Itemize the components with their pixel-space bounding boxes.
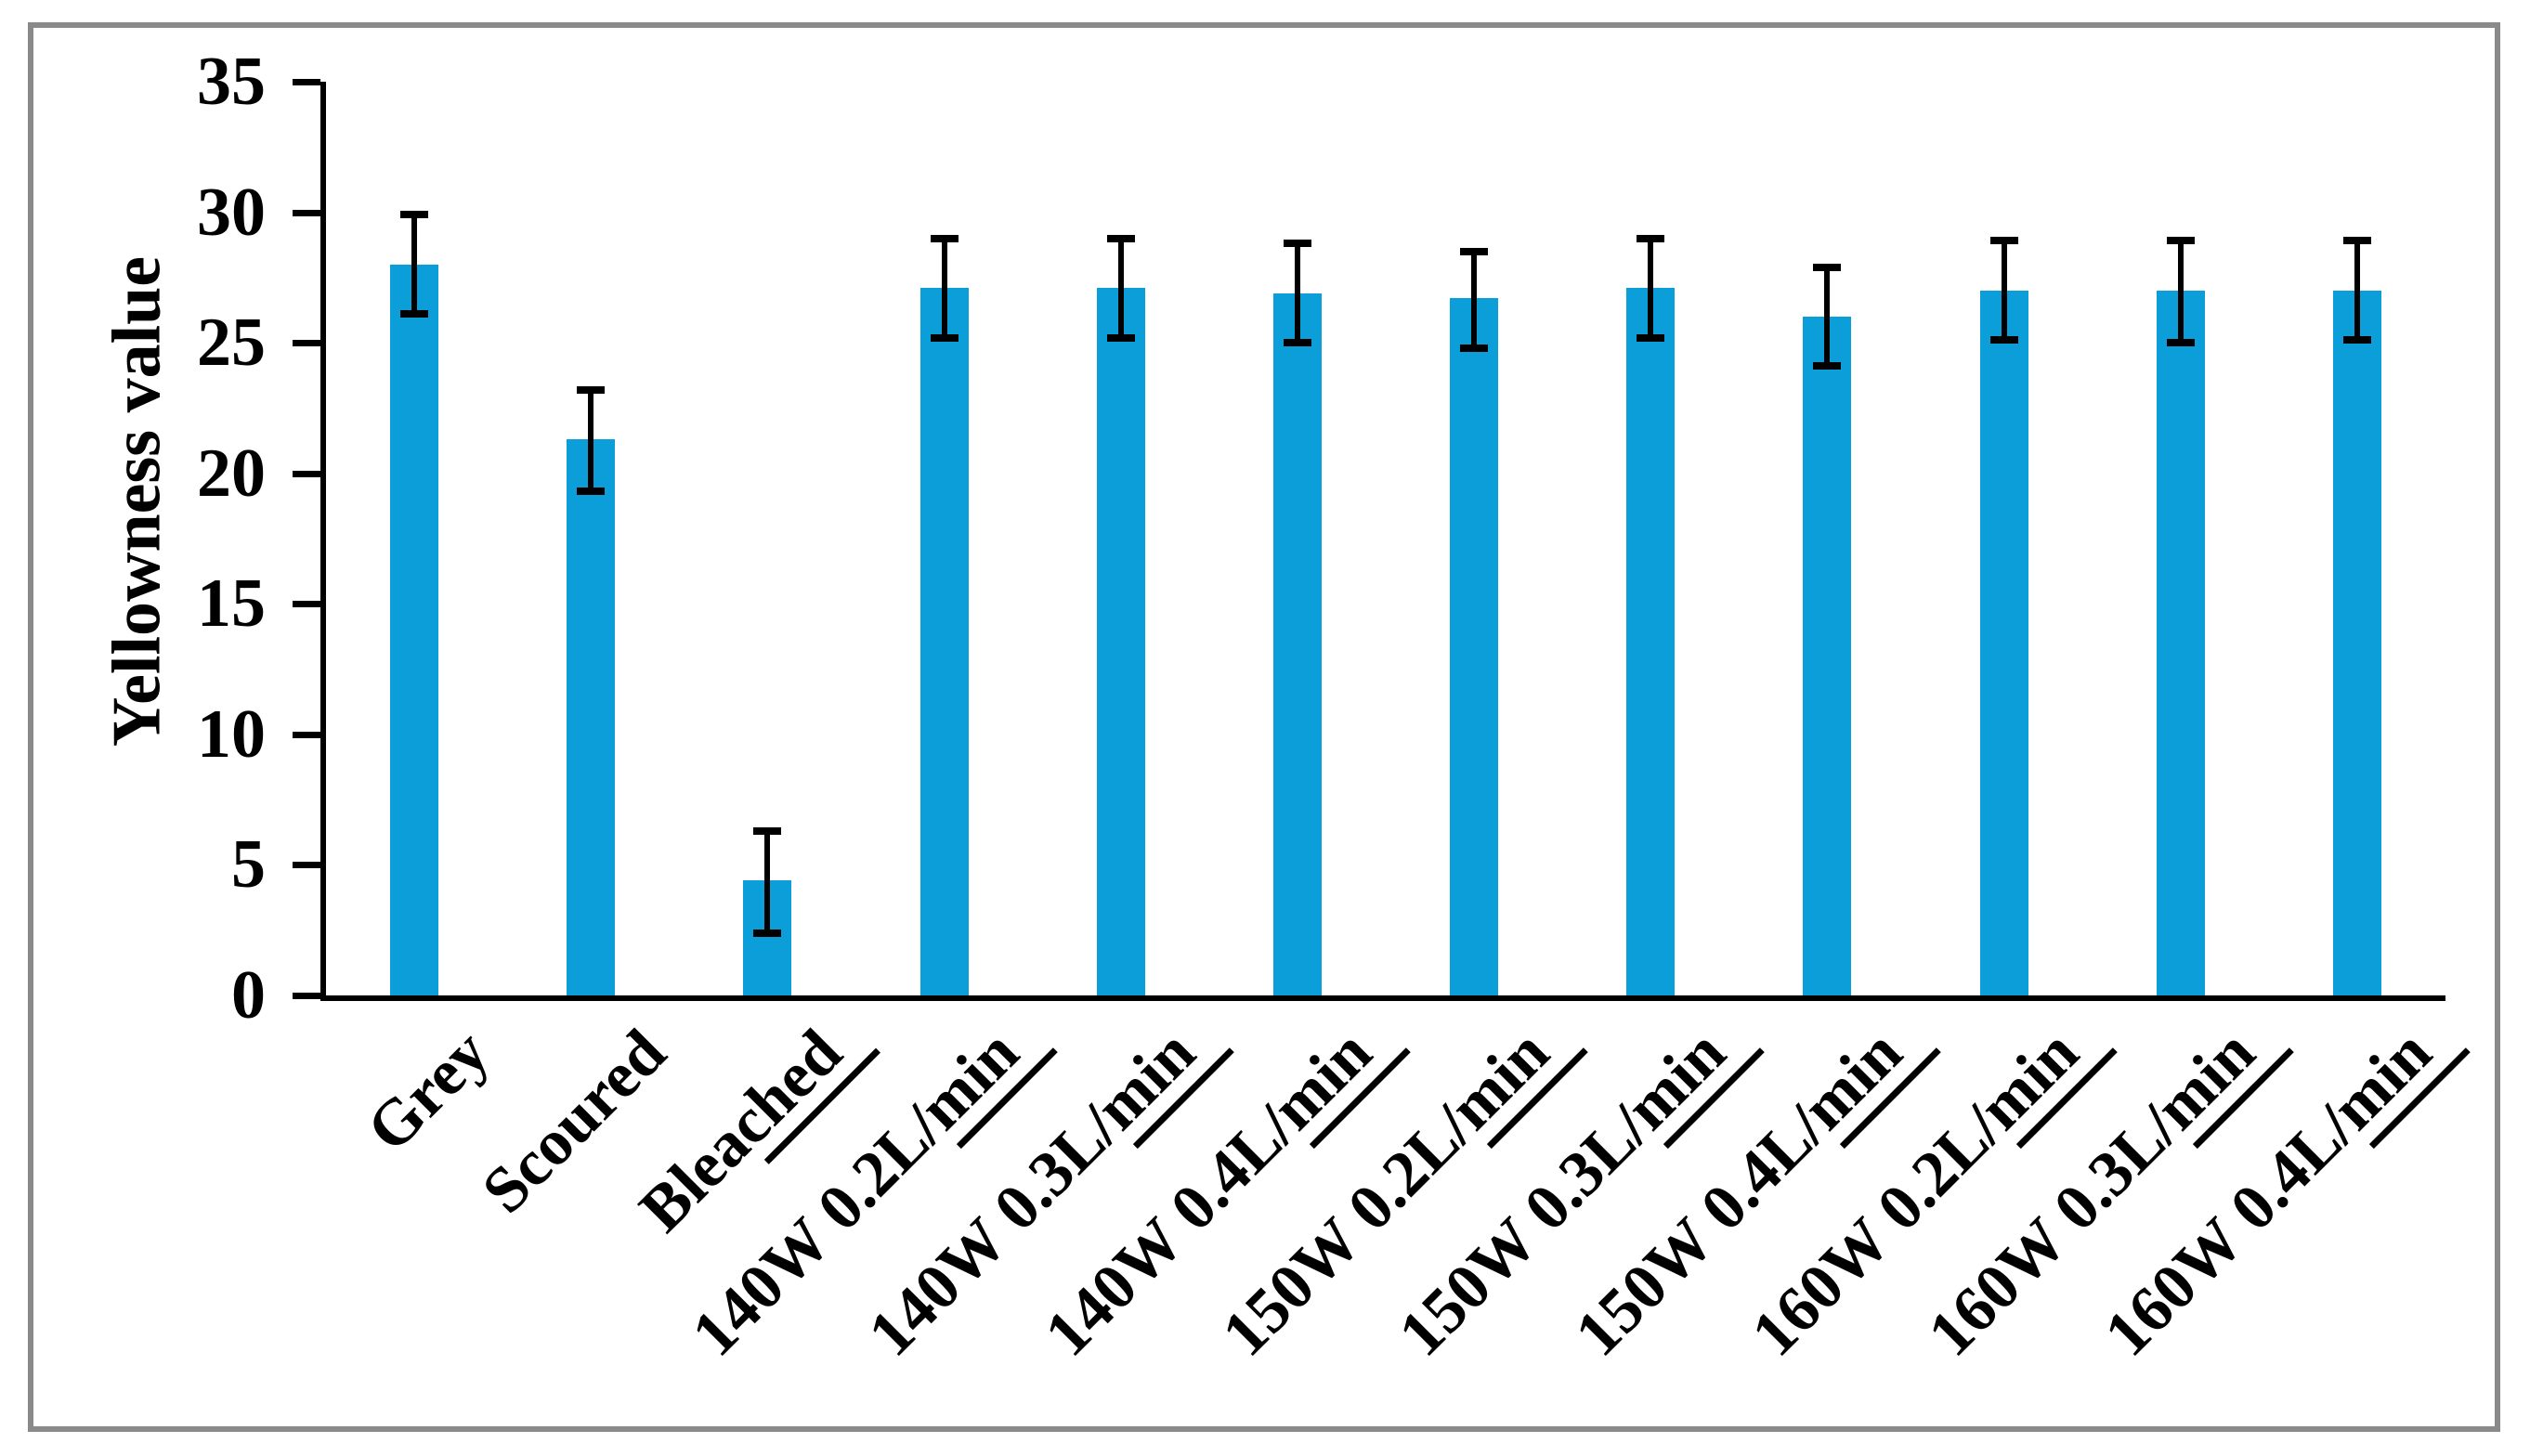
error-bar-cap (577, 385, 606, 394)
error-bar-stem (411, 214, 418, 315)
error-bar-cap (1283, 339, 1311, 347)
error-bar-cap (1460, 344, 1489, 352)
error-bar-stem (2354, 240, 2360, 341)
bar (1979, 290, 2028, 995)
error-bar-cap (753, 929, 782, 937)
error-bar-stem (1648, 238, 1654, 338)
error-bar-cap (1813, 362, 1842, 370)
y-axis-tick-label: 10 (197, 696, 266, 773)
bar (1450, 298, 1499, 995)
error-bar-cap (1989, 336, 2018, 344)
bar (1626, 288, 1676, 995)
bar (567, 439, 616, 995)
bar (1272, 292, 1322, 995)
error-bar-stem (941, 238, 947, 338)
error-bar-cap (753, 826, 782, 835)
plot-area: Grey Scoured Bleached 140W 0.2L/min 140W 0.3… (293, 79, 2471, 1370)
y-axis-tick (293, 209, 320, 216)
error-bar-cap (930, 234, 959, 242)
bar (2332, 290, 2381, 995)
bar (919, 288, 969, 995)
error-bar-cap (2342, 237, 2371, 245)
y-axis-tick (293, 601, 320, 608)
error-bar-stem (1117, 238, 1124, 338)
y-axis-tick-label: 0 (231, 957, 266, 1034)
error-bar-stem (1471, 251, 1478, 348)
error-bar-stem (2001, 240, 2007, 341)
error-bar-cap (2166, 339, 2195, 347)
error-bar-cap (400, 310, 429, 318)
y-axis-tick-label: 30 (197, 174, 266, 251)
error-bar-cap (1813, 263, 1842, 271)
error-bar-cap (2342, 336, 2371, 344)
y-axis-tick (293, 993, 320, 999)
y-axis-tick-label: 35 (197, 44, 266, 120)
y-axis-tick (293, 79, 320, 85)
error-bar-cap (1989, 237, 2018, 245)
error-bar-cap (930, 333, 959, 342)
error-bar-stem (764, 830, 771, 933)
error-bar-cap (1106, 333, 1135, 342)
error-bar-stem (1294, 243, 1300, 344)
error-bar-stem (1824, 266, 1831, 367)
error-bar-cap (1106, 234, 1135, 242)
y-axis-tick (293, 731, 320, 738)
error-bar-cap (1460, 247, 1489, 255)
error-bar-cap (1637, 333, 1665, 342)
error-bar-cap (400, 211, 429, 219)
y-axis-tick (293, 470, 320, 477)
error-bar-cap (577, 488, 606, 496)
error-bar-stem (2177, 240, 2184, 344)
bar (390, 264, 439, 995)
y-axis-tick (293, 862, 320, 869)
bar (1096, 288, 1145, 995)
bar (1803, 317, 1852, 995)
bar (2156, 290, 2205, 995)
figure-border (28, 22, 2500, 1432)
y-axis-tick (293, 340, 320, 347)
error-bar-stem (588, 389, 594, 492)
error-bar-cap (2166, 237, 2195, 245)
error-bar-cap (1637, 234, 1665, 242)
y-axis-tick-label: 20 (197, 435, 266, 512)
y-axis-tick-label: 25 (197, 305, 266, 382)
y-axis-tick-label: 5 (231, 826, 266, 904)
y-axis-tick-label: 15 (197, 566, 266, 643)
error-bar-cap (1283, 240, 1311, 248)
